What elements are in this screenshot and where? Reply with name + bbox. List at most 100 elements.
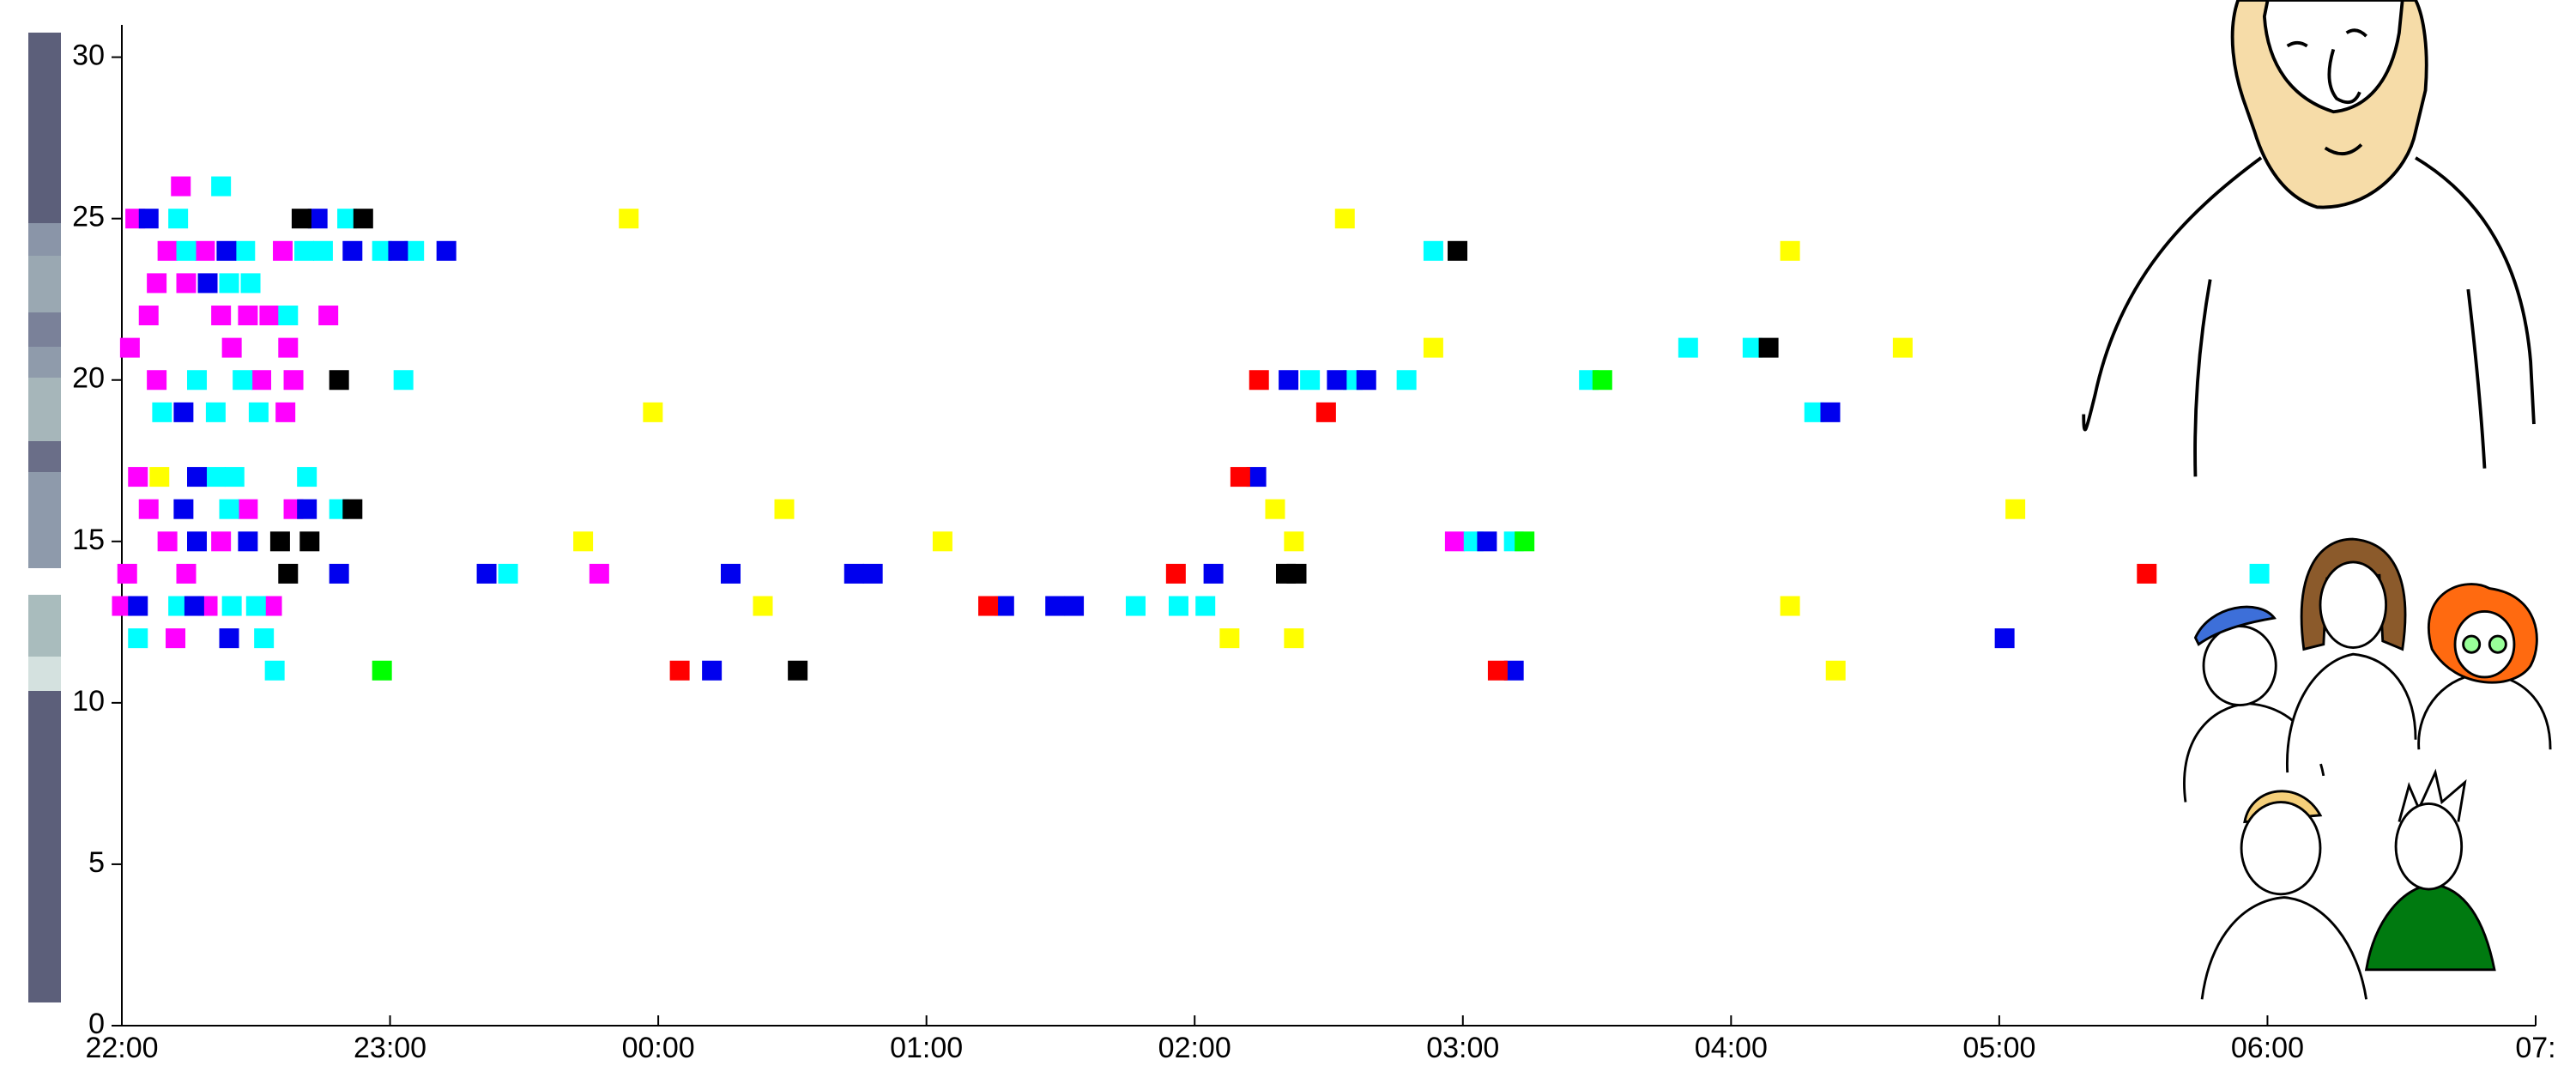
- event-square: [173, 402, 194, 422]
- event-square: [1064, 596, 1085, 616]
- event-square: [1168, 596, 1188, 616]
- event-square: [1165, 563, 1186, 584]
- event-square: [245, 596, 266, 616]
- event-square: [166, 628, 186, 649]
- event-square: [269, 531, 290, 552]
- event-square: [205, 467, 226, 488]
- event-square: [1356, 370, 1376, 391]
- event-square: [498, 563, 518, 584]
- event-square: [152, 402, 172, 422]
- event-square: [233, 370, 253, 391]
- event-square: [1994, 628, 2015, 649]
- event-square: [1742, 337, 1763, 358]
- event-square: [275, 402, 296, 422]
- event-square: [932, 531, 952, 552]
- event-square: [278, 563, 299, 584]
- event-square: [238, 531, 258, 552]
- event-square: [372, 660, 392, 681]
- event-square: [1286, 563, 1307, 584]
- event-square: [388, 240, 408, 261]
- event-square: [1448, 240, 1468, 261]
- event-square: [1265, 499, 1285, 519]
- event-square: [278, 337, 299, 358]
- event-square: [329, 370, 349, 391]
- event-square: [1219, 628, 1240, 649]
- event-square: [337, 209, 358, 229]
- event-square: [994, 596, 1014, 616]
- event-square: [1045, 596, 1066, 616]
- event-square: [138, 499, 159, 519]
- event-square: [128, 628, 148, 649]
- event-square: [1300, 370, 1321, 391]
- event-square: [235, 240, 256, 261]
- event-square: [211, 306, 232, 326]
- event-square: [211, 176, 232, 197]
- event-square: [1284, 531, 1304, 552]
- event-square: [1825, 660, 1846, 681]
- event-square: [1758, 337, 1779, 358]
- event-square: [1334, 209, 1355, 229]
- event-square: [342, 499, 363, 519]
- event-square: [476, 563, 497, 584]
- event-square: [254, 628, 275, 649]
- event-square: [589, 563, 609, 584]
- event-square: [264, 660, 285, 681]
- event-square: [176, 273, 197, 294]
- event-square: [219, 273, 239, 294]
- event-square: [128, 596, 148, 616]
- event-square: [1284, 628, 1304, 649]
- event-square: [112, 596, 132, 616]
- event-square: [171, 176, 191, 197]
- event-square: [2005, 499, 2026, 519]
- event-square: [149, 467, 170, 488]
- side-bar: [28, 33, 61, 1002]
- event-square: [176, 240, 197, 261]
- event-square: [1678, 337, 1698, 358]
- event-square: [1195, 596, 1216, 616]
- event-square: [299, 531, 320, 552]
- event-square: [1780, 240, 1800, 261]
- event-square: [273, 240, 293, 261]
- event-square: [643, 402, 663, 422]
- event-square: [176, 563, 197, 584]
- event-square: [721, 563, 741, 584]
- event-square: [1444, 531, 1465, 552]
- event-square: [1780, 596, 1800, 616]
- event-square: [1892, 337, 1913, 358]
- event-square: [248, 402, 269, 422]
- event-square: [1125, 596, 1146, 616]
- event-square: [342, 240, 363, 261]
- event-square: [297, 499, 317, 519]
- event-square: [262, 596, 282, 616]
- event-square: [173, 499, 194, 519]
- event-square: [2249, 563, 2270, 584]
- event-square: [2137, 563, 2157, 584]
- x-tick-label: 01:00: [890, 1032, 963, 1064]
- event-square: [238, 306, 258, 326]
- event-square: [1279, 370, 1299, 391]
- event-square: [195, 240, 215, 261]
- event-square: [307, 209, 328, 229]
- event-square: [978, 596, 999, 616]
- event-square: [205, 402, 226, 422]
- x-tick-label: 23:00: [354, 1032, 426, 1064]
- event-square: [224, 467, 245, 488]
- event-square: [138, 209, 159, 229]
- event-square: [1423, 337, 1443, 358]
- event-square: [219, 628, 239, 649]
- event-square: [238, 499, 258, 519]
- event-square: [117, 563, 137, 584]
- event-square: [221, 596, 242, 616]
- event-square: [283, 370, 304, 391]
- event-square: [372, 240, 392, 261]
- event-square: [1804, 402, 1824, 422]
- event-square: [1592, 370, 1612, 391]
- event-square: [157, 240, 178, 261]
- y-tick-label: 30: [72, 39, 105, 72]
- event-square: [294, 240, 315, 261]
- event-square: [788, 660, 808, 681]
- event-square: [278, 306, 299, 326]
- event-square: [436, 240, 457, 261]
